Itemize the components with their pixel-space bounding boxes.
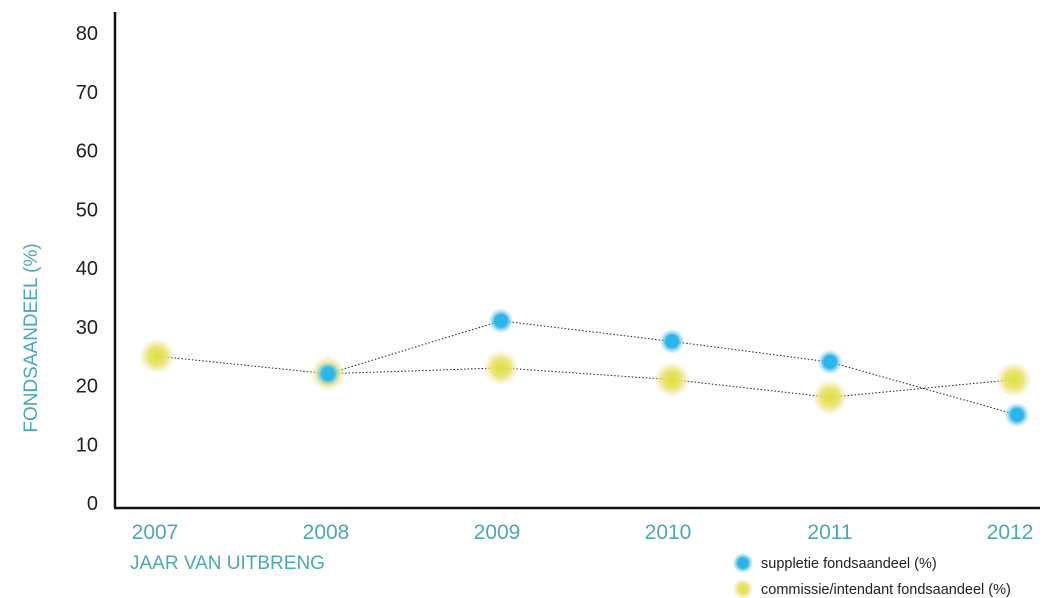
legend-swatch <box>733 579 753 598</box>
x-tick-label: 2008 <box>303 521 350 544</box>
y-tick-label: 70 <box>76 82 98 104</box>
y-axis-title: FONDSAANDEEL (%) <box>21 243 42 432</box>
y-tick-label: 50 <box>76 199 98 221</box>
y-tick-label: 80 <box>76 23 98 45</box>
y-tick-label: 60 <box>76 141 98 163</box>
commissie-data-point <box>997 362 1031 397</box>
legend-item: suppletie fondsaandeel (%) <box>733 553 937 573</box>
y-tick-label: 30 <box>76 317 98 339</box>
commissie-data-point <box>655 362 689 397</box>
commissie-data-point <box>813 380 847 415</box>
series-points <box>140 308 1031 427</box>
legend-label: suppletie fondsaandeel (%) <box>761 556 937 572</box>
legend-item: commissie/intendant fondsaandeel (%) <box>733 579 1011 598</box>
x-tick-label: 2007 <box>132 521 179 544</box>
series-lines <box>156 320 1018 416</box>
legend-label: commissie/intendant fondsaandeel (%) <box>761 582 1011 598</box>
y-axis-ticks: 0 10 20 30 40 50 60 70 80 <box>76 23 98 515</box>
legend: suppletie fondsaandeel (%) commissie/inte… <box>733 553 1011 598</box>
suppletie-data-point <box>818 350 842 374</box>
y-tick-label: 0 <box>87 493 98 515</box>
y-tick-label: 20 <box>76 376 98 398</box>
x-tick-label: 2010 <box>645 521 692 544</box>
series-line-commissie <box>156 355 1015 398</box>
x-axis-title: JAAR VAN UITBRENG <box>130 553 325 574</box>
suppletie-data-point <box>660 329 684 354</box>
x-tick-label: 2011 <box>807 521 852 544</box>
x-tick-label: 2009 <box>474 521 521 544</box>
commissie-data-point <box>484 350 518 385</box>
suppletie-data-point <box>1005 402 1029 427</box>
x-tick-label: 2012 <box>987 521 1034 544</box>
commissie-data-point <box>140 339 174 374</box>
y-tick-label: 40 <box>76 258 98 280</box>
suppletie-data-point <box>489 308 513 333</box>
x-axis-ticks: 2007 2008 2009 2010 2011 2012 <box>132 521 1034 544</box>
suppletie-data-point <box>316 361 340 386</box>
y-tick-label: 10 <box>76 434 98 456</box>
